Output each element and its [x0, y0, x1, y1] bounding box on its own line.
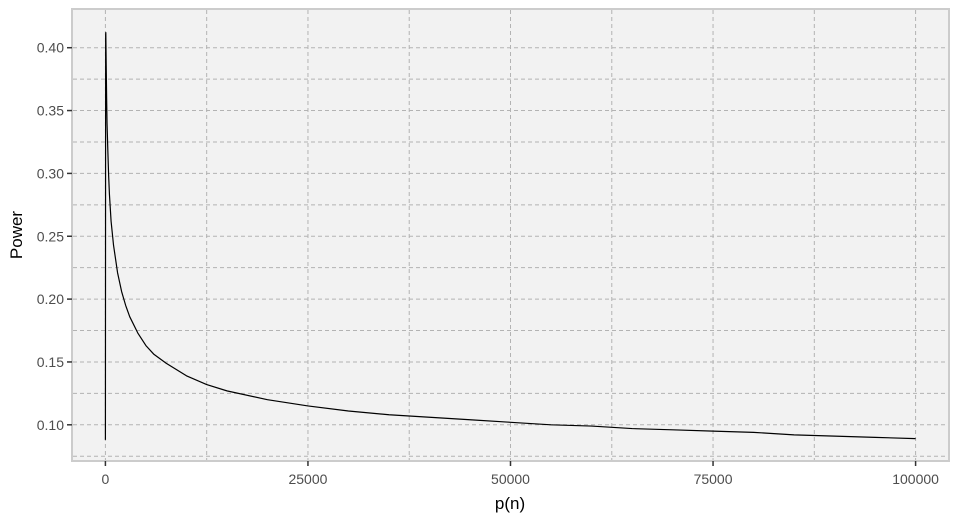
- y-tick-label: 0.10: [37, 417, 64, 433]
- y-tick-label: 0.20: [37, 291, 64, 307]
- x-tick-label: 100000: [892, 471, 939, 487]
- y-tick-label: 0.40: [37, 40, 64, 56]
- x-tick-label: 75000: [694, 471, 733, 487]
- y-tick-label: 0.25: [37, 228, 64, 244]
- grid-lines: [73, 10, 948, 460]
- x-tick-label: 50000: [491, 471, 530, 487]
- y-tick-label: 0.15: [37, 354, 64, 370]
- axes: 0 25000 50000 75000 100000 0.10 0.15 0.20 0.25 0.…: [37, 40, 939, 487]
- y-axis-title: Power: [7, 211, 26, 260]
- x-axis-title: p(n): [495, 494, 525, 513]
- y-tick-label: 0.35: [37, 103, 64, 119]
- x-tick-label: 25000: [288, 471, 327, 487]
- series-layer: [104, 32, 916, 440]
- series-line: [104, 32, 916, 440]
- y-tick-label: 0.30: [37, 165, 64, 181]
- x-tick-label: 0: [102, 471, 110, 487]
